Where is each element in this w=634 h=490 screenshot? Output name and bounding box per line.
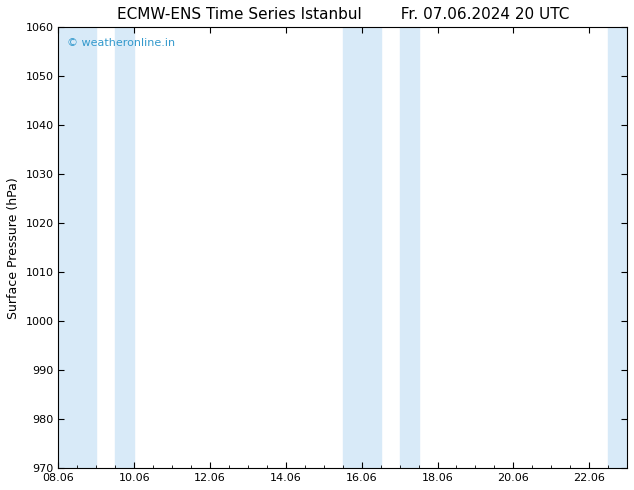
Bar xyxy=(608,27,627,468)
Y-axis label: Surface Pressure (hPa): Surface Pressure (hPa) xyxy=(7,177,20,318)
Title: ECMW-ENS Time Series Istanbul        Fr. 07.06.2024 20 UTC: ECMW-ENS Time Series Istanbul Fr. 07.06.… xyxy=(117,7,569,22)
Bar xyxy=(58,27,96,468)
Bar xyxy=(343,27,380,468)
Bar xyxy=(115,27,134,468)
Bar xyxy=(399,27,418,468)
Text: © weatheronline.in: © weatheronline.in xyxy=(67,38,175,49)
